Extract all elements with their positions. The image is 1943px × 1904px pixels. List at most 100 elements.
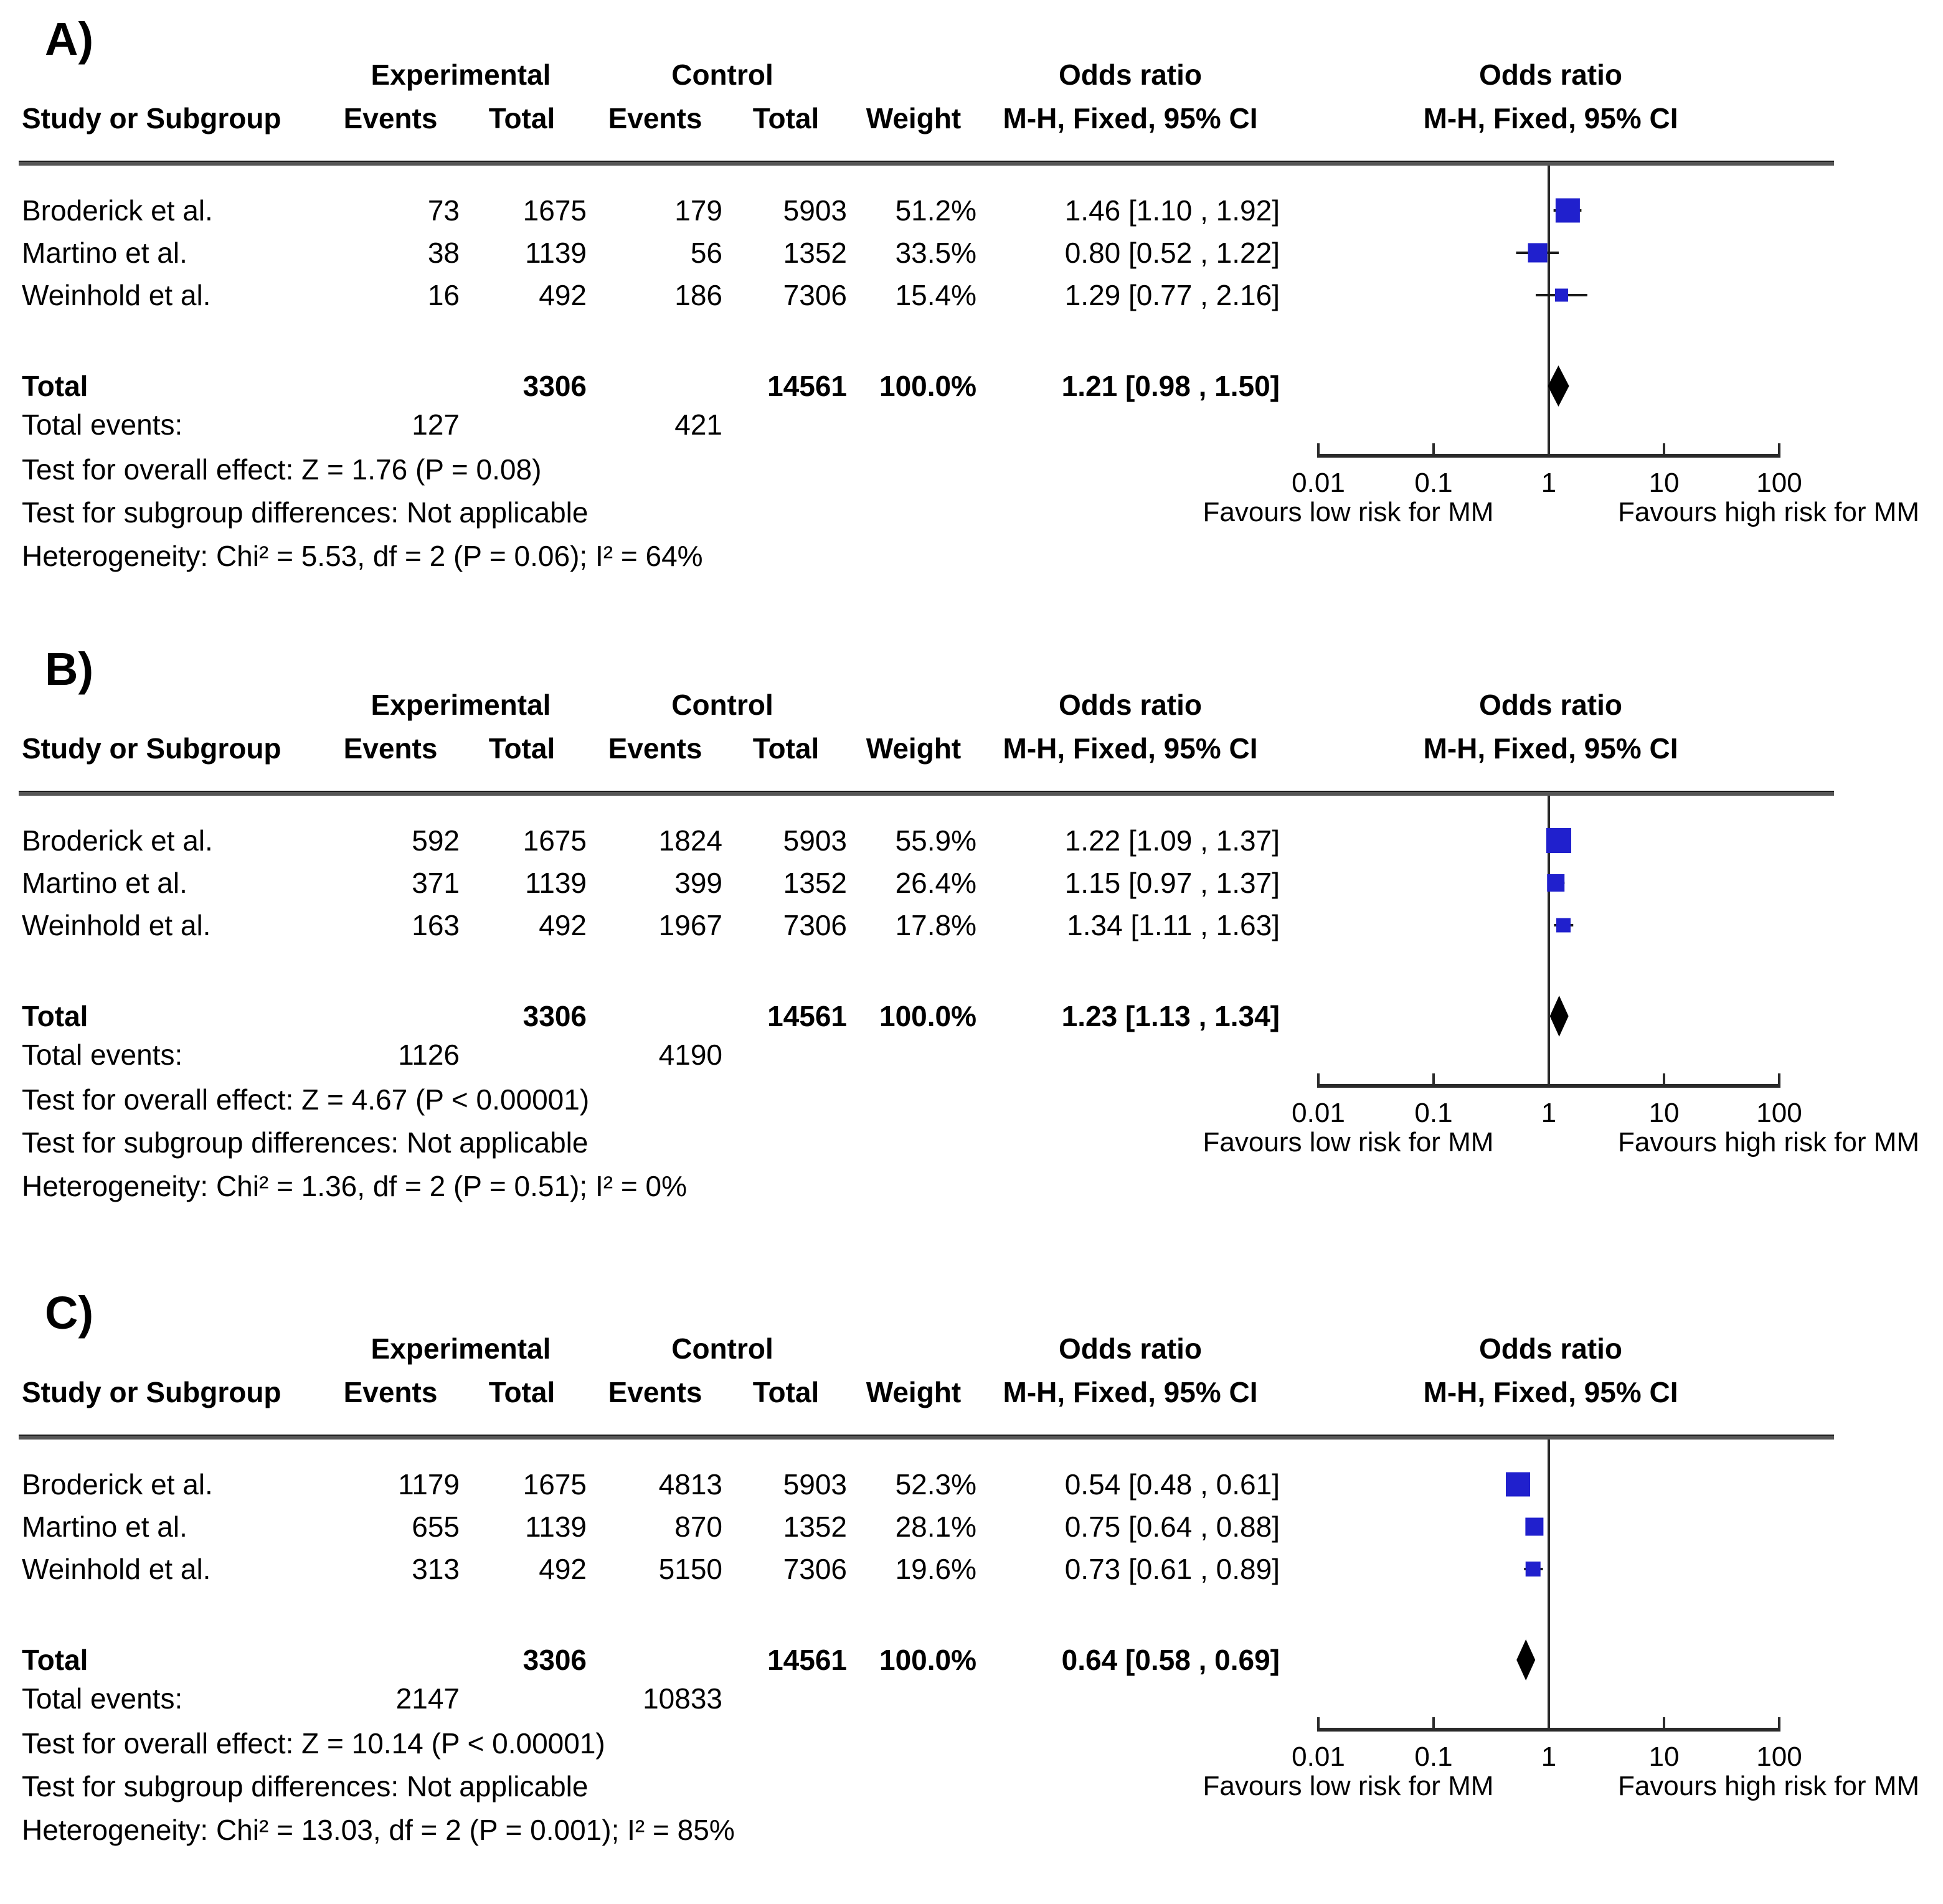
total-weight: 100.0% [879,1644,976,1676]
study-name: Broderick et al. [22,194,213,227]
column-header-ctrl-total: Total [752,102,820,134]
axis-tick-label: 0.01 [1292,1741,1345,1772]
total-events-exp: 1126 [398,1039,460,1071]
column-header-study: Study or Subgroup [22,732,281,765]
ctrl-events: 1824 [658,824,722,857]
total-odds-ratio-ci: 0.64 [0.58 , 0.69] [1061,1644,1280,1676]
study-name: Martino et al. [22,237,187,269]
total-events-label: Total events: [22,1039,183,1071]
test-subgroup-differences: Test for subgroup differences: Not appli… [22,496,589,529]
odds-ratio-ci: 1.15 [0.97 , 1.37] [1064,867,1280,899]
column-subheader-mh-fixed-ci: M-H, Fixed, 95% CI [1423,732,1678,765]
panel-label: C) [45,1287,94,1339]
study-square [1546,828,1571,853]
column-header-odds-ratio-text: Odds ratio [1058,59,1203,91]
column-subheader-mh-fixed-ci: M-H, Fixed, 95% CI [1003,732,1258,765]
header-rule [19,161,1834,166]
axis-tick-label: 1 [1541,468,1556,498]
forest-panel-a: 0.01 0.1 1 10 100 A) Experimental Control Od… [0,0,1943,630]
header-rule [19,791,1834,796]
study-square [1528,243,1548,263]
odds-ratio-ci: 1.34 [1.11 , 1.63] [1067,909,1280,941]
ctrl-total: 1352 [783,1510,847,1543]
axis-tick-label: 0.1 [1414,1741,1452,1772]
exp-events: 592 [412,824,460,857]
axis-tick-label: 100 [1756,1741,1802,1772]
exp-events: 655 [412,1510,460,1543]
total-exp-total: 3306 [522,1644,587,1676]
ctrl-total: 7306 [783,1553,847,1585]
test-overall-effect: Test for overall effect: Z = 4.67 (P < 0… [22,1083,590,1116]
forest-panel-b: 0.01 0.1 1 10 100 B) Experimental Control Od… [0,630,1943,1260]
axis-tick-label: 10 [1649,468,1680,498]
exp-events: 16 [427,279,460,311]
weight: 15.4% [895,279,976,311]
ctrl-events: 1967 [658,909,722,941]
study-name: Weinhold et al. [22,1553,211,1585]
column-header-experimental: Experimental [371,689,551,721]
total-label: Total [22,1644,88,1676]
panel-label: B) [45,643,94,695]
axis-tick-label: 100 [1756,468,1802,498]
ctrl-total: 5903 [783,824,847,857]
column-header-experimental: Experimental [371,59,551,91]
exp-total: 1675 [522,1468,587,1501]
exp-events: 1179 [398,1468,460,1501]
favours-left-label: Favours low risk for MM [1203,1127,1494,1157]
total-weight: 100.0% [879,1000,976,1032]
axis-tick-label: 0.1 [1414,468,1452,498]
forest-plot-b: 0.01 0.1 1 10 100 [1292,796,1802,1128]
exp-total: 1139 [525,867,587,899]
study-square [1525,1517,1544,1536]
test-overall-effect: Test for overall effect: Z = 1.76 (P = 0… [22,453,542,486]
column-header-ctrl-events: Events [608,1376,702,1408]
odds-ratio-ci: 1.29 [0.77 , 2.16] [1064,279,1280,311]
weight: 17.8% [895,909,976,941]
column-header-study: Study or Subgroup [22,102,281,134]
column-subheader-mh-fixed-ci: M-H, Fixed, 95% CI [1003,1376,1258,1408]
axis-tick-label: 100 [1756,1098,1802,1128]
exp-events: 371 [412,867,460,899]
favours-right-label: Favours high risk for MM [1617,1127,1920,1157]
study-square [1547,874,1565,892]
ctrl-events: 4813 [658,1468,722,1501]
column-subheader-mh-fixed-ci: M-H, Fixed, 95% CI [1003,102,1258,134]
ctrl-total: 7306 [783,279,847,311]
forest-plot-a: 0.01 0.1 1 10 100 [1292,166,1802,498]
axis-tick-label: 10 [1649,1741,1680,1772]
exp-total: 1139 [525,1510,587,1543]
exp-total: 1139 [525,237,587,269]
ctrl-events: 870 [674,1510,722,1543]
column-header-control: Control [671,689,773,721]
favours-left-label: Favours low risk for MM [1203,1771,1494,1801]
total-events-exp: 2147 [395,1682,460,1715]
weight: 28.1% [895,1510,976,1543]
exp-total: 1675 [522,824,587,857]
column-header-weight: Weight [866,1376,962,1408]
study-name: Broderick et al. [22,1468,213,1501]
column-header-control: Control [671,59,773,91]
study-name: Weinhold et al. [22,909,211,941]
total-events-exp: 127 [412,408,460,441]
test-subgroup-differences: Test for subgroup differences: Not appli… [22,1770,589,1803]
total-events-label: Total events: [22,408,183,441]
heterogeneity: Heterogeneity: Chi² = 5.53, df = 2 (P = … [22,540,703,572]
weight: 33.5% [895,237,976,269]
study-square [1556,918,1571,933]
column-header-odds-ratio-plot: Odds ratio [1478,59,1623,91]
ctrl-events: 186 [674,279,722,311]
ctrl-total: 1352 [783,867,847,899]
total-odds-ratio-ci: 1.23 [1.13 , 1.34] [1061,1000,1280,1032]
ctrl-events: 179 [674,194,722,227]
test-subgroup-differences: Test for subgroup differences: Not appli… [22,1126,589,1159]
ctrl-events: 5150 [658,1553,722,1585]
exp-events: 73 [427,194,460,227]
column-header-odds-ratio-text: Odds ratio [1058,1332,1203,1365]
column-header-experimental: Experimental [371,1332,551,1365]
column-header-odds-ratio-plot: Odds ratio [1478,689,1623,721]
total-odds-ratio-ci: 1.21 [0.98 , 1.50] [1061,370,1280,402]
ctrl-events: 399 [674,867,722,899]
ctrl-events: 56 [690,237,722,269]
total-label: Total [22,1000,88,1032]
column-header-odds-ratio-text: Odds ratio [1058,689,1203,721]
